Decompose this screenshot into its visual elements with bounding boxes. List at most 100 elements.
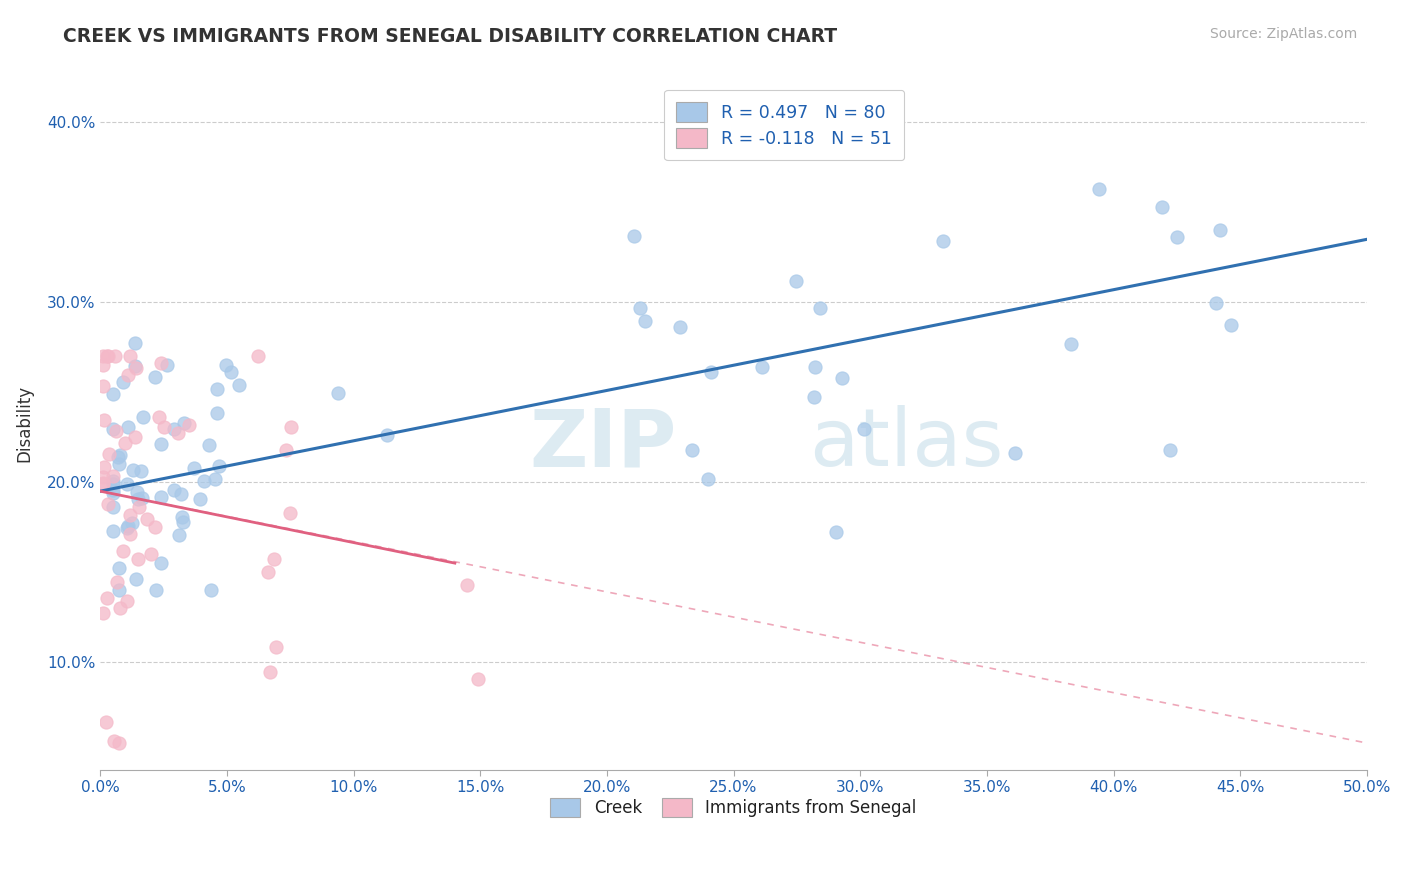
Point — [467, 672, 489, 686]
Point — [205, 406, 228, 420]
Point — [1004, 445, 1026, 459]
Point — [228, 377, 250, 392]
Point — [101, 387, 124, 401]
Point — [669, 320, 692, 334]
Point — [107, 450, 129, 464]
Point — [804, 359, 827, 374]
Point — [114, 435, 136, 450]
Point — [149, 557, 172, 571]
Point — [115, 593, 138, 607]
Point — [118, 527, 141, 541]
Point — [264, 640, 287, 654]
Point — [117, 368, 139, 382]
Point — [108, 561, 131, 575]
Y-axis label: Disability: Disability — [15, 385, 32, 462]
Point — [145, 583, 167, 598]
Point — [274, 443, 297, 458]
Text: CREEK VS IMMIGRANTS FROM SENEGAL DISABILITY CORRELATION CHART: CREEK VS IMMIGRANTS FROM SENEGAL DISABIL… — [63, 27, 838, 45]
Point — [197, 437, 219, 451]
Point — [91, 476, 114, 491]
Point — [208, 458, 231, 473]
Point — [263, 551, 285, 566]
Point — [108, 736, 131, 750]
Point — [132, 409, 155, 424]
Point — [101, 483, 124, 498]
Point — [204, 472, 226, 486]
Point — [256, 566, 278, 580]
Point — [221, 365, 243, 379]
Point — [117, 477, 139, 491]
Point — [97, 497, 120, 511]
Point — [111, 544, 134, 558]
Point — [247, 349, 270, 363]
Point — [131, 491, 153, 505]
Point — [127, 492, 149, 507]
Point — [91, 358, 114, 372]
Point — [108, 448, 131, 462]
Point — [166, 426, 188, 441]
Point — [101, 469, 124, 483]
Point — [91, 470, 114, 484]
Point — [1088, 182, 1111, 196]
Point — [751, 359, 773, 374]
Point — [1060, 337, 1083, 351]
Point — [101, 476, 124, 491]
Point — [124, 429, 146, 443]
Point — [803, 390, 825, 404]
Point — [101, 485, 124, 500]
Point — [93, 413, 115, 427]
Point — [375, 428, 398, 442]
Point — [131, 464, 153, 478]
Point — [124, 336, 146, 351]
Point — [101, 474, 124, 488]
Point — [122, 463, 145, 477]
Point — [108, 583, 131, 598]
Point — [207, 382, 229, 396]
Point — [149, 436, 172, 450]
Point — [127, 552, 149, 566]
Point — [328, 386, 350, 401]
Point — [121, 516, 143, 530]
Point — [96, 349, 118, 363]
Point — [96, 714, 118, 729]
Point — [93, 460, 115, 475]
Point — [700, 365, 723, 379]
Point — [1205, 296, 1227, 310]
Point — [808, 301, 831, 315]
Point — [183, 460, 205, 475]
Point — [108, 601, 131, 615]
Text: atlas: atlas — [810, 406, 1004, 483]
Point — [280, 420, 302, 434]
Point — [163, 421, 186, 435]
Point — [103, 734, 125, 748]
Point — [91, 477, 114, 491]
Point — [167, 528, 190, 542]
Point — [91, 349, 114, 363]
Point — [136, 512, 159, 526]
Point — [172, 516, 194, 530]
Point — [101, 524, 124, 539]
Point — [91, 606, 114, 620]
Point — [215, 359, 238, 373]
Point — [128, 500, 150, 515]
Point — [97, 447, 120, 461]
Point — [156, 358, 179, 372]
Text: Source: ZipAtlas.com: Source: ZipAtlas.com — [1209, 27, 1357, 41]
Legend: Creek, Immigrants from Senegal: Creek, Immigrants from Senegal — [544, 791, 924, 824]
Point — [117, 519, 139, 533]
Point — [681, 443, 703, 458]
Point — [148, 409, 170, 424]
Point — [91, 379, 114, 393]
Point — [104, 349, 127, 363]
Point — [124, 359, 146, 373]
Point — [125, 572, 148, 586]
Point — [852, 421, 875, 435]
Point — [163, 483, 186, 497]
Point — [1209, 223, 1232, 237]
Point — [117, 420, 139, 434]
Point — [456, 578, 478, 592]
Point — [101, 500, 124, 514]
Point — [143, 370, 166, 384]
Point — [105, 575, 128, 590]
Point — [931, 234, 953, 248]
